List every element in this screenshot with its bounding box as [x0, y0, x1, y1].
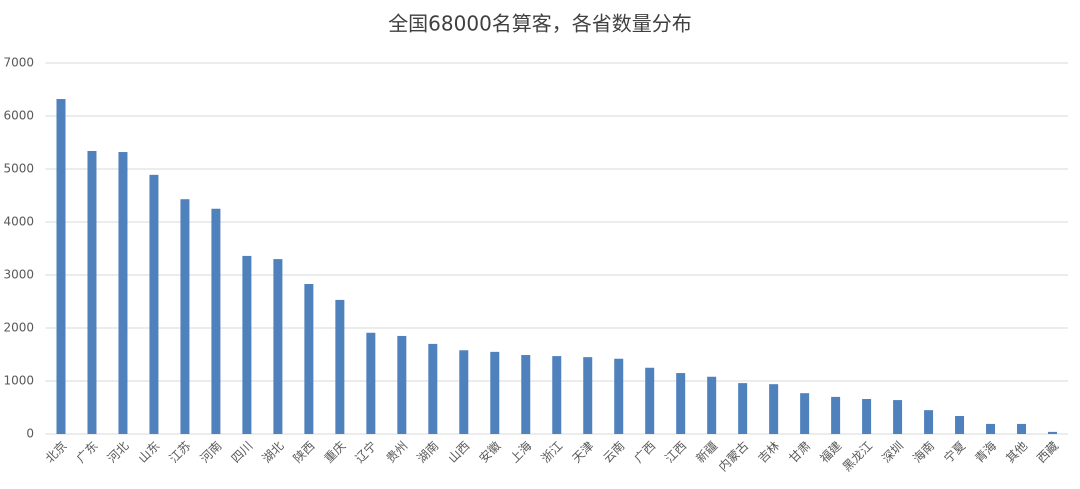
x-tick-label: 上海	[507, 438, 535, 466]
bar	[180, 199, 190, 434]
bar	[769, 384, 779, 434]
x-tick-label: 广东	[74, 439, 101, 466]
chart-title: 全国68000名算客，各省数量分布	[388, 12, 692, 36]
y-tick-label: 1000	[3, 374, 34, 388]
y-tick-label: 4000	[3, 215, 34, 229]
bar	[366, 332, 376, 434]
bar	[1048, 431, 1058, 434]
x-tick-label: 安徽	[476, 438, 504, 466]
bar	[397, 335, 407, 434]
bar	[242, 255, 252, 434]
bar	[304, 284, 314, 434]
bar	[707, 376, 717, 434]
x-tick-label: 河北	[105, 439, 132, 466]
bar	[490, 351, 500, 434]
bar	[428, 343, 438, 434]
x-tick-label: 江苏	[167, 439, 194, 466]
bar	[986, 423, 996, 434]
bar	[459, 350, 469, 434]
bar	[614, 358, 624, 434]
bar	[1017, 423, 1027, 434]
x-tick-label: 河南	[197, 438, 225, 466]
x-tick-label: 重庆	[322, 439, 349, 466]
bar	[273, 259, 283, 434]
x-tick-label: 天津	[569, 439, 596, 466]
bar	[335, 299, 345, 434]
x-tick-label: 广西	[631, 439, 658, 466]
x-tick-label: 宁夏	[941, 438, 969, 466]
bar	[862, 399, 872, 434]
bar	[583, 357, 593, 434]
y-tick-label: 3000	[3, 268, 34, 282]
x-tick-label: 内蒙古	[715, 438, 751, 474]
x-tick-label: 贵州	[384, 439, 411, 466]
x-tick-label: 云南	[600, 438, 628, 466]
bar	[552, 356, 562, 434]
x-tick-label: 青海	[972, 438, 1000, 466]
x-tick-label: 福建	[817, 438, 845, 466]
bar	[87, 150, 97, 435]
y-tick-label: 5000	[3, 162, 34, 176]
x-tick-label: 海南	[910, 438, 938, 466]
y-tick-label: 2000	[3, 321, 34, 335]
x-tick-label: 陕西	[290, 438, 318, 466]
y-tick-label: 0	[26, 427, 34, 441]
bar	[955, 415, 965, 434]
bar	[831, 396, 841, 434]
bar	[521, 355, 531, 434]
bar	[118, 152, 128, 435]
x-tick-label: 湖北	[259, 438, 287, 466]
x-tick-label: 北京	[43, 439, 70, 466]
bar	[645, 367, 655, 434]
x-tick-label: 山西	[446, 439, 473, 466]
bar	[149, 174, 159, 434]
bar	[800, 393, 810, 434]
x-tick-label: 西藏	[1034, 439, 1061, 466]
x-tick-label: 浙江	[538, 439, 565, 466]
x-tick-label: 新疆	[693, 438, 721, 466]
y-tick-label: 6000	[3, 109, 34, 123]
x-tick-label: 江西	[662, 439, 689, 466]
x-tick-label: 甘肃	[786, 439, 813, 466]
x-tick-label: 四川	[229, 439, 256, 466]
x-tick-label: 辽宁	[352, 438, 380, 466]
x-tick-label: 黑龙江	[840, 439, 875, 474]
x-tick-label: 湖南	[414, 438, 442, 466]
x-tick-label: 吉林	[755, 439, 782, 466]
bar	[56, 99, 66, 434]
x-tick-label: 山东	[136, 439, 163, 466]
bar	[676, 373, 686, 434]
bar	[893, 400, 903, 434]
bar	[738, 383, 748, 434]
bar	[924, 410, 934, 434]
y-tick-label: 7000	[3, 56, 34, 70]
bar	[211, 208, 221, 434]
x-tick-label: 其他	[1003, 439, 1030, 466]
x-tick-label: 深圳	[879, 439, 906, 466]
